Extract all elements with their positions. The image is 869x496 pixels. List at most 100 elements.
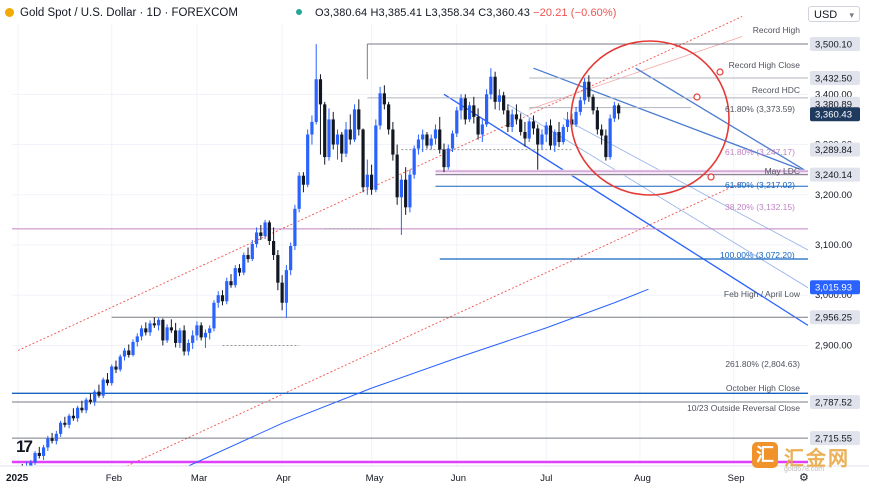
candle-body — [105, 379, 110, 384]
price-label: 2,715.55 — [815, 434, 852, 445]
price-label: 3,432.50 — [815, 73, 852, 84]
time-tick-label: Jun — [451, 473, 466, 484]
candle-body — [480, 124, 484, 135]
candle-body — [429, 138, 433, 146]
marker-dot — [707, 173, 715, 181]
candle-body — [272, 240, 276, 256]
candle-body — [88, 399, 93, 402]
price-label-box — [810, 167, 860, 182]
candle-body — [174, 330, 178, 343]
level-label: 10/23 Outside Reversal Close — [687, 403, 800, 413]
candle-body — [617, 105, 621, 114]
candle-body — [306, 134, 310, 185]
candle-body — [510, 114, 514, 127]
candle-body — [442, 149, 446, 168]
symbol-title[interactable]: Gold Spot / U.S. Dollar · 1D · FOREXCOM — [20, 7, 238, 19]
candle-body — [135, 336, 139, 342]
level-label: 61.80% (3,247.17) — [725, 147, 795, 157]
candle-body — [46, 438, 50, 448]
level-label: 61.80% (3,217.02) — [725, 180, 795, 190]
candle-body — [182, 330, 186, 352]
candle-body — [531, 121, 536, 129]
candle-body — [369, 174, 374, 190]
candle-body — [327, 119, 331, 158]
candle-body — [600, 129, 604, 136]
descending-median-line — [563, 118, 809, 251]
candle-body — [50, 438, 54, 441]
symbol-icon — [5, 8, 14, 17]
ohlc-change: −20.21 (−0.60%) — [533, 7, 617, 19]
candle-body — [387, 104, 391, 130]
price-tick-label: 3,200.00 — [815, 190, 852, 201]
candle-body — [131, 341, 135, 355]
candle-body — [497, 95, 501, 102]
candle-body — [191, 335, 195, 343]
candle-body — [578, 100, 582, 112]
ohlc-readout: O3,380.64 H3,385.41 L3,358.34 C3,360.43 … — [315, 7, 617, 19]
candle-body — [612, 105, 616, 119]
candle-body — [67, 415, 71, 425]
candle-body — [574, 111, 578, 125]
candle-body — [127, 350, 131, 355]
time-tick-label: 2025 — [6, 473, 29, 484]
candle-body — [216, 295, 220, 303]
candle-body — [237, 268, 242, 273]
currency-label: USD — [814, 9, 838, 21]
candle-body — [301, 175, 306, 185]
watermark-url: gold678.com — [784, 466, 825, 473]
candle-body — [220, 295, 225, 302]
candle-body — [395, 154, 399, 198]
time-tick-label: Apr — [276, 473, 291, 484]
candle-body — [195, 325, 199, 336]
price-tick-label: 3,000.00 — [815, 290, 852, 301]
candle-body — [357, 109, 361, 130]
watermark-logo: 汇 — [752, 442, 778, 468]
candle-body — [604, 135, 608, 158]
candle-body — [595, 110, 599, 130]
watermark-text: 汇金网 — [784, 448, 850, 470]
level-label: Record High — [753, 25, 801, 35]
candle-body — [250, 243, 254, 260]
ascending-channel-line — [60, 181, 743, 496]
candle-body — [433, 129, 438, 139]
price-label: 3,360.43 — [815, 110, 852, 121]
candle-body — [289, 246, 293, 271]
marker-dot — [693, 93, 701, 101]
candle-body — [156, 319, 161, 326]
level-label: May LDC — [765, 166, 800, 176]
candle-body — [76, 407, 80, 419]
candle-body — [148, 323, 152, 333]
candle-body — [506, 110, 510, 127]
currency-select[interactable]: USD ▾ — [808, 6, 860, 22]
candle-body — [565, 119, 570, 127]
descending-upper-line-2 — [635, 67, 809, 173]
candle-body — [514, 114, 519, 120]
candle-body — [71, 415, 75, 419]
candle-body — [438, 129, 442, 150]
candle-body — [267, 222, 271, 241]
candle-body — [544, 125, 548, 135]
candle-body — [297, 175, 301, 209]
level-label: October High Close — [726, 383, 800, 393]
price-label: 3,015.93 — [815, 283, 852, 294]
candle-body — [561, 126, 565, 143]
candle-body — [178, 330, 182, 343]
candle-body — [229, 281, 233, 286]
candle-body — [391, 129, 395, 155]
candle-body — [284, 270, 288, 303]
time-tick-label: Aug — [634, 473, 651, 484]
tradingview-logo[interactable]: 17 — [16, 437, 33, 456]
price-label: 3,240.14 — [815, 170, 852, 181]
candle-body — [335, 134, 340, 145]
candle-body — [323, 104, 327, 158]
candle-body — [382, 93, 386, 105]
gear-icon[interactable]: ⚙ — [799, 472, 809, 484]
candle-body — [344, 129, 348, 154]
price-tick-label: 2,900.00 — [815, 340, 852, 351]
candle-body — [553, 131, 557, 146]
price-label: 2,787.52 — [815, 397, 852, 408]
candle-body — [348, 129, 352, 140]
candle-body — [557, 131, 561, 143]
candle-body — [293, 208, 297, 247]
